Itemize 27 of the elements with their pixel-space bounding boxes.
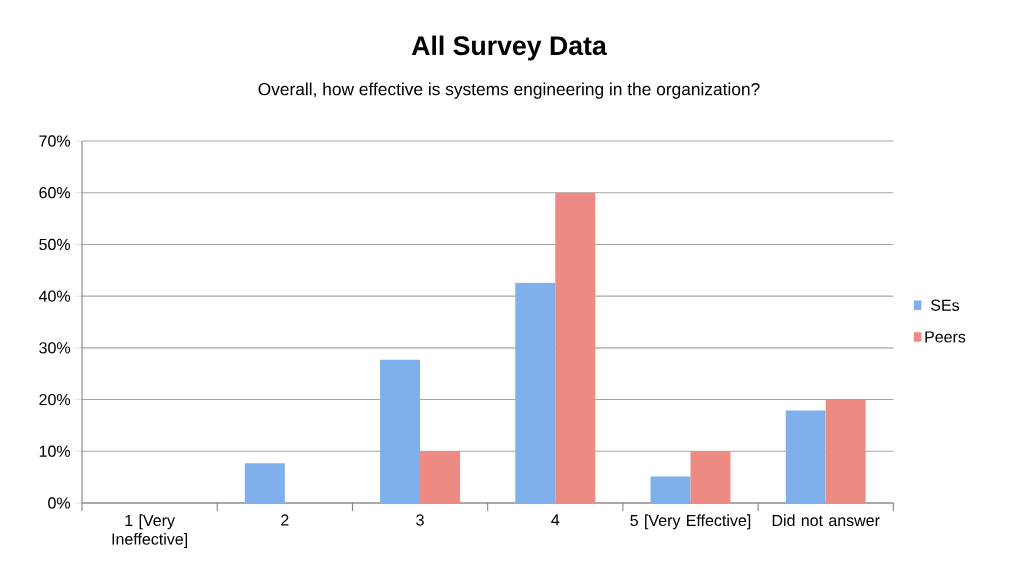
bar <box>785 410 826 503</box>
x-tick-label: 1 [Very Ineffective] <box>112 514 188 548</box>
bar <box>650 476 691 503</box>
y-tick-label: 10% <box>39 445 71 457</box>
bar <box>380 359 421 503</box>
x-tick-label: 3 <box>416 514 424 526</box>
legend-label: SEs <box>931 299 960 311</box>
y-tick-label: 50% <box>39 238 71 251</box>
legend-label: Peers <box>925 331 966 343</box>
bar <box>515 282 556 503</box>
x-tick-label: Did not answer <box>772 514 880 527</box>
x-tick-label: 5 [Very Effective] <box>630 514 751 530</box>
bar <box>420 451 461 503</box>
chart-title: All Survey Data <box>411 35 607 61</box>
chart-subtitle: Overall, how effective is systems engineering in the organization? <box>258 82 760 99</box>
bar <box>555 192 596 503</box>
bar <box>825 399 866 503</box>
bar <box>690 451 731 503</box>
y-tick-label: 20% <box>39 393 71 406</box>
y-tick-label: 60% <box>39 187 71 199</box>
x-tick-label: 4 <box>551 514 560 526</box>
y-tick-label: 70% <box>39 135 71 147</box>
y-tick-label: 30% <box>39 342 71 354</box>
x-tick-label: 2 <box>281 514 289 526</box>
y-tick-label: 0% <box>48 497 71 509</box>
y-tick-label: 40% <box>38 290 71 302</box>
bar <box>244 463 285 503</box>
